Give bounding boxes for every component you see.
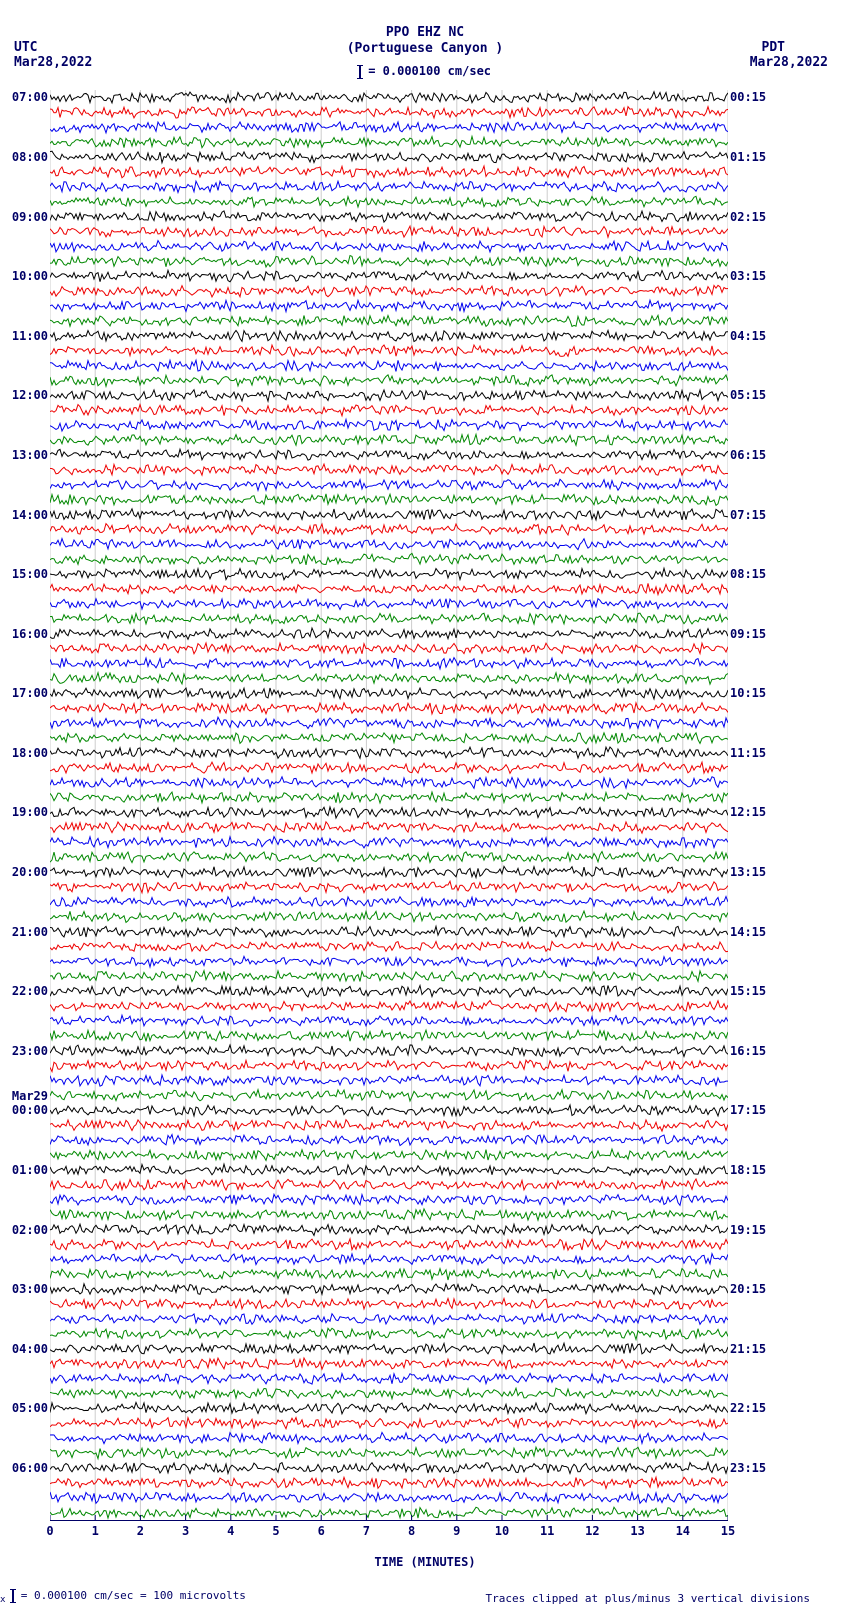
x-tick-label: 15 (721, 1524, 735, 1538)
x-tick-label: 5 (272, 1524, 279, 1538)
seismogram-container: UTC Mar28,2022 PDT Mar28,2022 PPO EHZ NC… (0, 0, 850, 1613)
pdt-hour-label: 21:15 (730, 1342, 766, 1356)
utc-hour-label: 12:00 (10, 388, 48, 402)
pdt-hour-label: 01:15 (730, 150, 766, 164)
utc-hour-label: 01:00 (10, 1163, 48, 1177)
utc-hour-label: 20:00 (10, 865, 48, 879)
pdt-hour-label: 17:15 (730, 1103, 766, 1117)
scale-indicator: = 0.000100 cm/sec (0, 64, 850, 79)
pdt-hour-label: 20:15 (730, 1282, 766, 1296)
pdt-hour-label: 23:15 (730, 1461, 766, 1475)
utc-hour-label: 17:00 (10, 686, 48, 700)
plot-area (50, 90, 728, 1521)
pdt-hour-label: 11:15 (730, 746, 766, 760)
seismogram-svg (50, 90, 728, 1520)
pdt-hour-label: 07:15 (730, 508, 766, 522)
pdt-hour-label: 22:15 (730, 1401, 766, 1415)
utc-hour-label: 05:00 (10, 1401, 48, 1415)
pdt-hour-label: 19:15 (730, 1223, 766, 1237)
utc-hour-label: 10:00 (10, 269, 48, 283)
utc-hour-label: 18:00 (10, 746, 48, 760)
pdt-hour-label: 12:15 (730, 805, 766, 819)
utc-hour-label: 15:00 (10, 567, 48, 581)
utc-hour-label: 08:00 (10, 150, 48, 164)
utc-hour-label: 03:00 (10, 1282, 48, 1296)
pdt-hour-label: 05:15 (730, 388, 766, 402)
pdt-hour-label: 14:15 (730, 925, 766, 939)
x-tick-label: 11 (540, 1524, 554, 1538)
station-location: (Portuguese Canyon ) (0, 41, 850, 57)
utc-hour-label: 19:00 (10, 805, 48, 819)
chart-header: PPO EHZ NC (Portuguese Canyon ) = 0.0001… (0, 0, 850, 79)
midnight-date-label: Mar29 (10, 1089, 48, 1103)
footer-scale: x = 0.000100 cm/sec = 100 microvolts (0, 1589, 246, 1605)
tz-right-date: Mar28,2022 (750, 55, 828, 70)
footer-clip-note: Traces clipped at plus/minus 3 vertical … (485, 1592, 810, 1605)
pdt-hour-label: 04:15 (730, 329, 766, 343)
x-tick-label: 13 (630, 1524, 644, 1538)
x-tick-label: 1 (92, 1524, 99, 1538)
pdt-hour-label: 00:15 (730, 90, 766, 104)
station-id: PPO EHZ NC (0, 25, 850, 41)
x-tick-label: 12 (585, 1524, 599, 1538)
pdt-hour-label: 06:15 (730, 448, 766, 462)
x-tick-label: 8 (408, 1524, 415, 1538)
x-tick-label: 2 (137, 1524, 144, 1538)
utc-hour-label: 13:00 (10, 448, 48, 462)
utc-hour-label: 04:00 (10, 1342, 48, 1356)
x-tick-label: 0 (46, 1524, 53, 1538)
pdt-hour-label: 08:15 (730, 567, 766, 581)
scale-text: = 0.000100 cm/sec (368, 64, 491, 78)
x-tick-label: 6 (318, 1524, 325, 1538)
utc-hour-label: 06:00 (10, 1461, 48, 1475)
tz-left-date: Mar28,2022 (14, 55, 92, 70)
utc-hour-label: 00:00 (10, 1103, 48, 1117)
pdt-hour-label: 16:15 (730, 1044, 766, 1058)
utc-hour-label: 09:00 (10, 210, 48, 224)
pdt-hour-label: 03:15 (730, 269, 766, 283)
utc-hour-label: 07:00 (10, 90, 48, 104)
x-axis-title: TIME (MINUTES) (374, 1555, 475, 1569)
pdt-hour-label: 15:15 (730, 984, 766, 998)
pdt-hour-label: 18:15 (730, 1163, 766, 1177)
utc-hour-label: 11:00 (10, 329, 48, 343)
utc-hour-label: 14:00 (10, 508, 48, 522)
x-tick-label: 14 (676, 1524, 690, 1538)
tz-right-label: PDT (762, 40, 785, 55)
x-tick-label: 7 (363, 1524, 370, 1538)
pdt-hour-label: 10:15 (730, 686, 766, 700)
pdt-hour-label: 09:15 (730, 627, 766, 641)
scale-bar-icon (12, 1589, 14, 1603)
x-tick-label: 4 (227, 1524, 234, 1538)
tz-left-label: UTC (14, 40, 37, 55)
pdt-hour-label: 13:15 (730, 865, 766, 879)
x-tick-label: 3 (182, 1524, 189, 1538)
utc-hour-label: 22:00 (10, 984, 48, 998)
x-tick-label: 9 (453, 1524, 460, 1538)
utc-hour-label: 02:00 (10, 1223, 48, 1237)
scale-bar-icon (359, 65, 361, 79)
utc-hour-label: 16:00 (10, 627, 48, 641)
x-tick-label: 10 (495, 1524, 509, 1538)
utc-hour-label: 23:00 (10, 1044, 48, 1058)
pdt-hour-label: 02:15 (730, 210, 766, 224)
utc-hour-label: 21:00 (10, 925, 48, 939)
